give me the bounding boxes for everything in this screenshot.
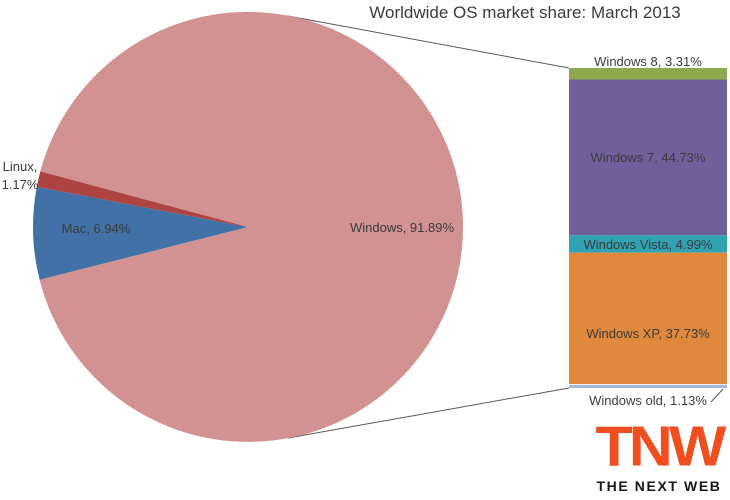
tnw-logo: TNW THE NEXT WEB xyxy=(588,414,730,494)
pie-label-linux: Linux, 1.17% xyxy=(2,159,39,192)
bar-label-windows-old: Windows old, 1.13% xyxy=(589,393,707,408)
bar-label-windows-xp: Windows XP, 37.73% xyxy=(586,326,710,341)
bar-label-windows-7: Windows 7, 44.73% xyxy=(591,150,706,165)
chart-title: Worldwide OS market share: March 2013 xyxy=(369,3,681,22)
tnw-tagline: THE NEXT WEB xyxy=(596,478,722,494)
bar-label-windows-8: Windows 8, 3.31% xyxy=(594,54,702,69)
leader-line-windows-old xyxy=(710,388,724,403)
connector-line-top xyxy=(287,15,570,69)
tnw-wordmark: TNW xyxy=(595,414,727,478)
bar-segment-windows-xp xyxy=(569,252,727,385)
bar-label-windows-vista: Windows Vista, 4.99% xyxy=(583,237,713,252)
bar-segment-windows-vista xyxy=(569,235,727,253)
connector-line-bottom xyxy=(287,387,570,439)
bar-segment-windows-old xyxy=(569,384,727,388)
pie-slice-linux xyxy=(36,171,248,227)
pie-slice-windows xyxy=(39,11,464,442)
pie-slice-mac xyxy=(33,186,249,280)
bar-segment-windows-7 xyxy=(569,79,727,236)
bar-segment-windows-8 xyxy=(569,68,727,80)
pie-label-windows: Windows, 91.89% xyxy=(350,220,454,235)
pie-label-mac: Mac, 6.94% xyxy=(62,221,131,236)
